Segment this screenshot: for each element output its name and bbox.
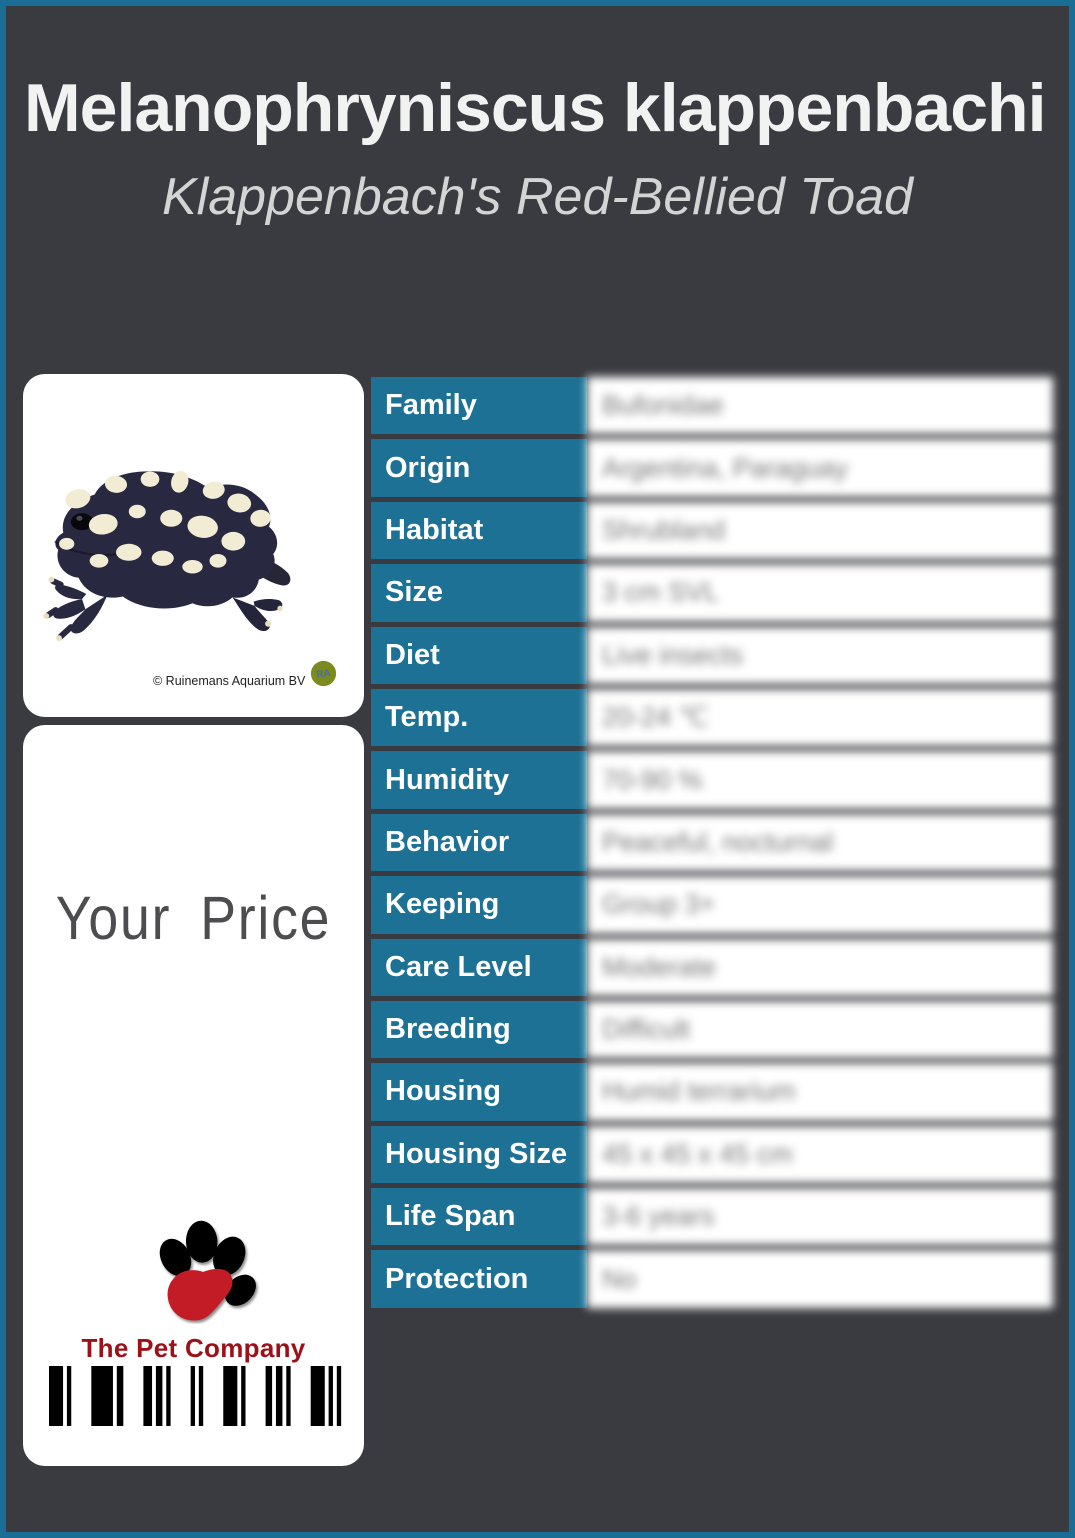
svg-text:RA: RA [316, 668, 332, 681]
